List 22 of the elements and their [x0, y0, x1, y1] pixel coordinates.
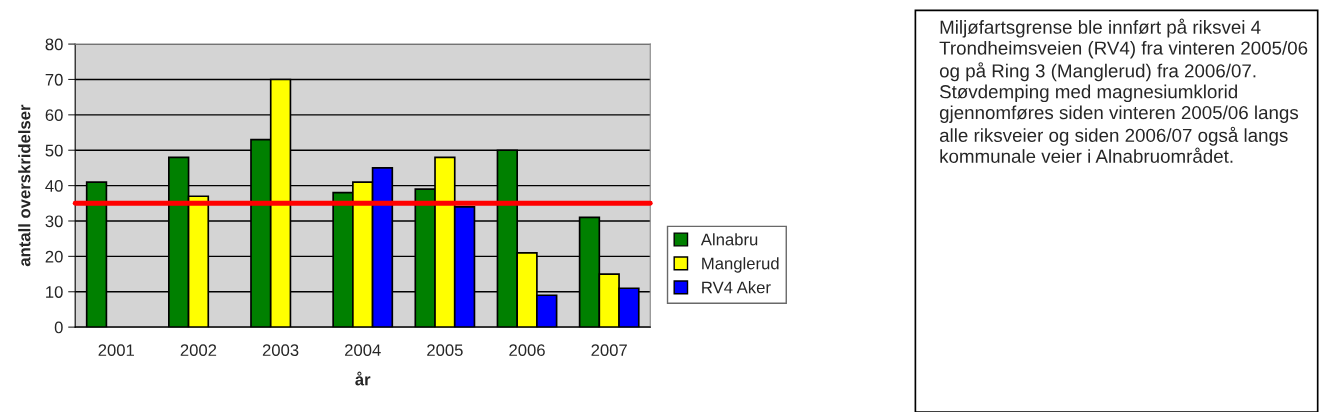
x-tick-label: 2003	[262, 344, 299, 357]
legend-label: Manglerud	[702, 257, 779, 273]
y-tick-label: 80	[45, 38, 63, 51]
x-tick-label: 2005	[427, 344, 463, 357]
y-tick-label: 20	[45, 250, 63, 263]
y-tick-label: 60	[45, 109, 63, 122]
x-tick-label: 2006	[509, 344, 545, 357]
x-tick-label: 2002	[180, 344, 217, 357]
legend-label: Alnabru	[700, 233, 758, 246]
legend-label: RV4 Aker	[702, 281, 771, 294]
y-axis-title: antall overskridelser	[18, 104, 31, 267]
x-tick-label: 2004	[345, 344, 381, 357]
x-axis-title: år	[355, 371, 371, 386]
text: Miljøfartsgrense ble innført på riksvei 4 Trondheimsveien (RV4) fra vinteren 2005/06 og på Ring 3 (Manglerud) fra 2006/07. Støvdemping med magnesiumklorid gjennomføres siden vinteren 2005/06 langs alle riksveier og siden 2006/07 også langs kommunale veier i Alnabruområdet.	[939, 18, 1308, 163]
y-tick-label: 10	[46, 286, 63, 298]
x-tick-label: 2001	[98, 344, 134, 357]
y-tick-label: 70	[45, 73, 63, 86]
x-tick-label: 2007	[591, 344, 627, 357]
y-tick-label: 40	[45, 180, 63, 192]
y-tick-label: 50	[45, 144, 63, 157]
y-tick-label: 0	[54, 321, 63, 334]
y-tick-label: 30	[45, 215, 63, 228]
